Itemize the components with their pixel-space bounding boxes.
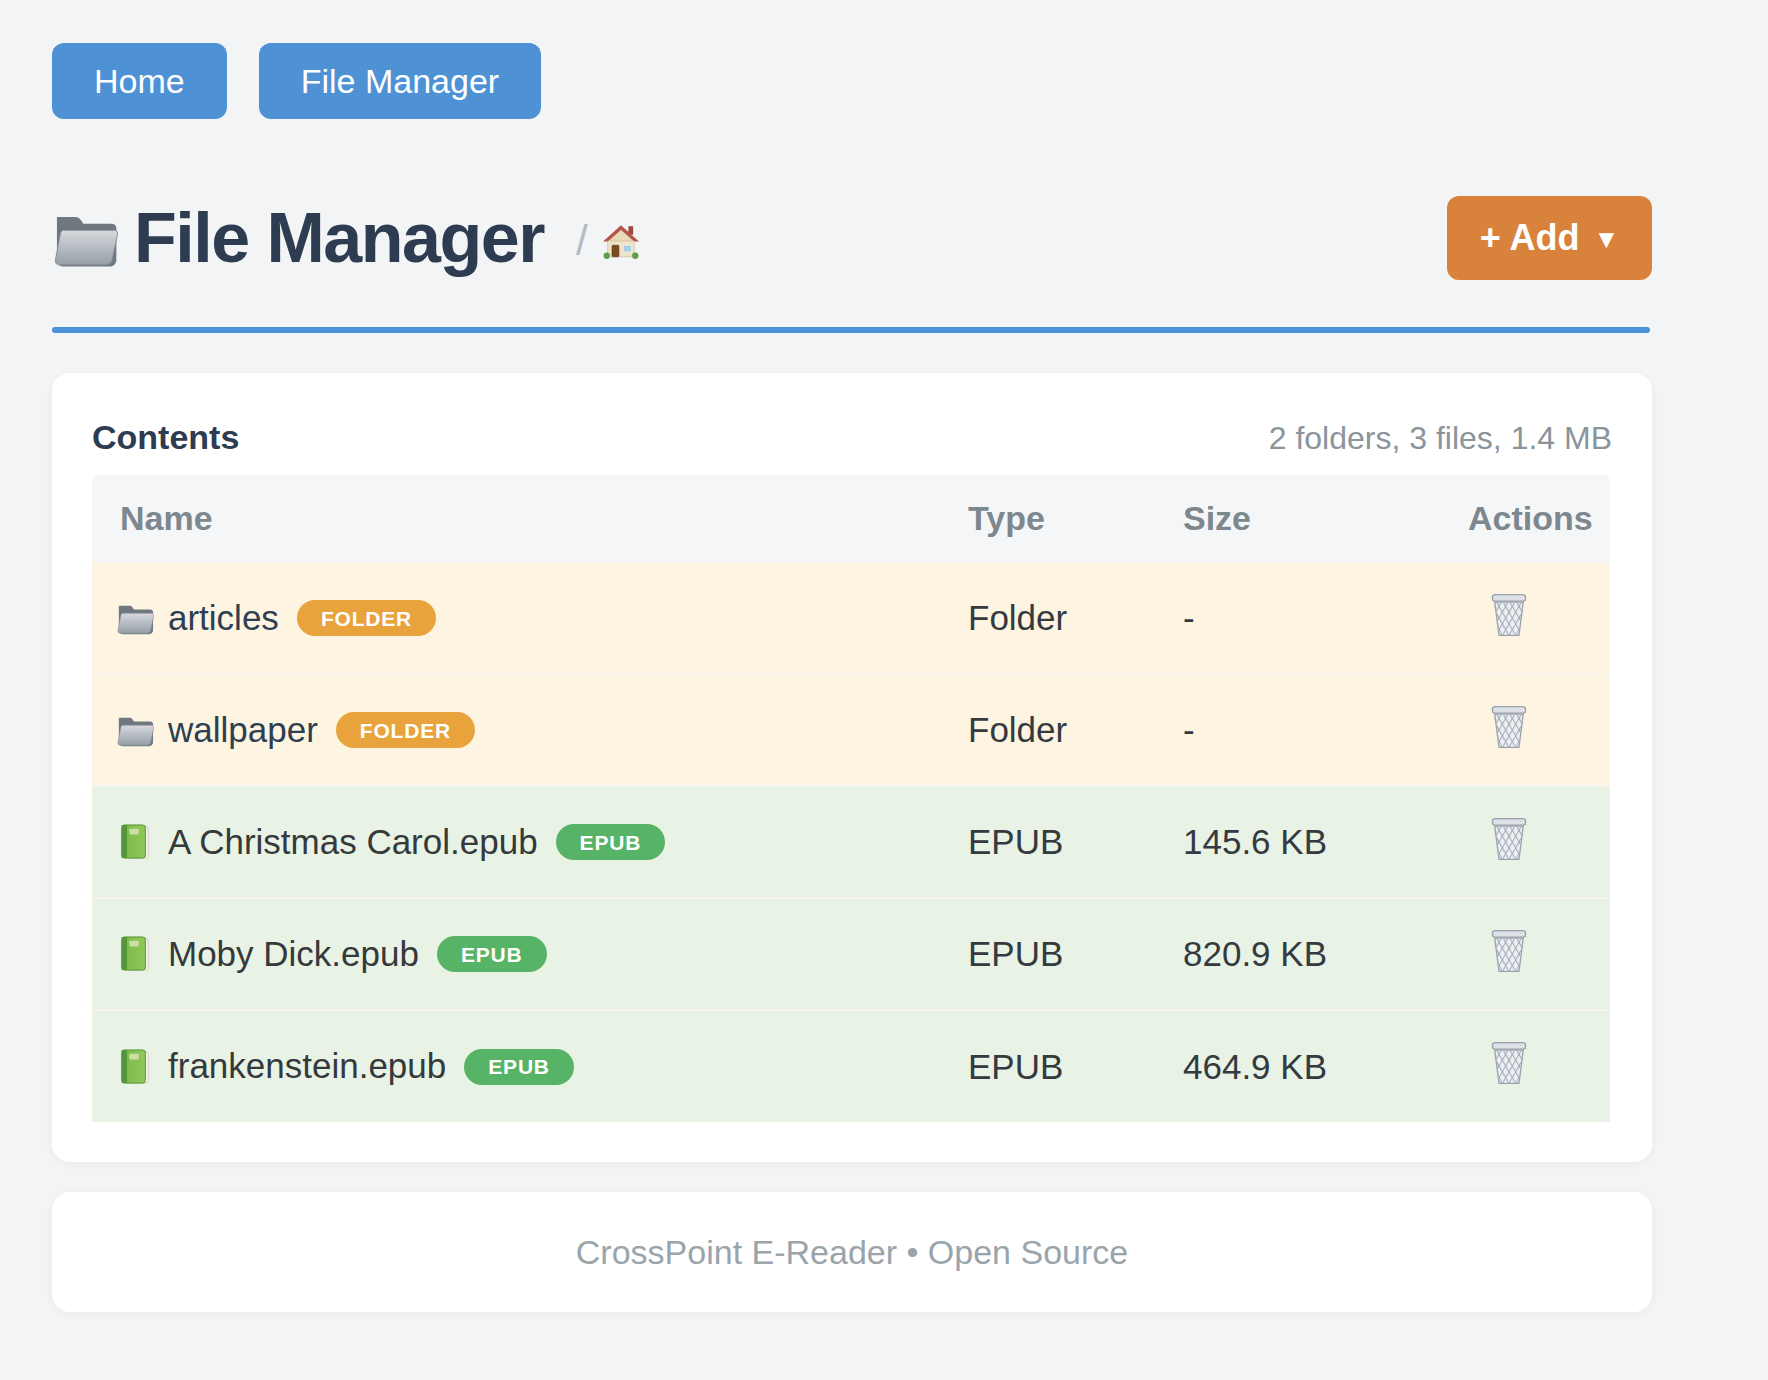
entry-name[interactable]: articles [168, 599, 279, 638]
house-icon[interactable] [602, 223, 640, 259]
entry-size: - [1183, 562, 1468, 674]
entry-type: Folder [968, 674, 1183, 786]
add-button[interactable]: + Add ▼ [1447, 196, 1652, 280]
entry-size: 145.6 KB [1183, 786, 1468, 898]
entry-type-badge: FOLDER [297, 600, 436, 636]
entry-size: - [1183, 674, 1468, 786]
trash-icon [1490, 592, 1528, 637]
card-title: Contents [92, 413, 239, 461]
title-wrap: File Manager / [52, 203, 1447, 273]
entry-type: EPUB [968, 898, 1183, 1010]
entry-name[interactable]: A Christmas Carol.epub [168, 823, 538, 862]
page-header: File Manager / + Add ▼ [52, 193, 1652, 283]
file-table: Name Type Size Actions articles FOLDER F… [92, 475, 1610, 1122]
entry-size: 820.9 KB [1183, 898, 1468, 1010]
column-header-size: Size [1183, 475, 1468, 562]
trash-icon [1490, 928, 1528, 973]
column-header-actions: Actions [1468, 475, 1610, 562]
entry-name[interactable]: Moby Dick.epub [168, 935, 419, 974]
file-manager-page: Home File Manager File Manager / + Add ▼… [52, 0, 1652, 1312]
delete-button[interactable] [1490, 592, 1528, 637]
delete-button[interactable] [1490, 704, 1528, 749]
trash-icon [1490, 704, 1528, 749]
trash-icon [1490, 816, 1528, 861]
entry-type-badge: EPUB [437, 936, 547, 972]
breadcrumb-separator: / [576, 217, 588, 265]
table-row[interactable]: frankenstein.epub EPUB EPUB 464.9 KB [92, 1010, 1610, 1122]
entry-type: EPUB [968, 786, 1183, 898]
table-header-row: Name Type Size Actions [92, 475, 1610, 562]
nav-file-manager-button[interactable]: File Manager [259, 43, 541, 119]
entry-name[interactable]: wallpaper [168, 711, 318, 750]
table-row[interactable]: A Christmas Carol.epub EPUB EPUB 145.6 K… [92, 786, 1610, 898]
table-row[interactable]: articles FOLDER Folder - [92, 562, 1610, 674]
column-header-name: Name [92, 475, 968, 562]
table-row[interactable]: wallpaper FOLDER Folder - [92, 674, 1610, 786]
entry-type: Folder [968, 562, 1183, 674]
table-row[interactable]: Moby Dick.epub EPUB EPUB 820.9 KB [92, 898, 1610, 1010]
column-header-type: Type [968, 475, 1183, 562]
entry-type-badge: EPUB [556, 824, 666, 860]
footer-text: CrossPoint E-Reader • Open Source [576, 1233, 1128, 1272]
green-book-icon [116, 1049, 154, 1085]
green-book-icon [116, 936, 154, 972]
chevron-down-icon: ▼ [1593, 226, 1619, 252]
delete-button[interactable] [1490, 1040, 1528, 1085]
entry-type-badge: EPUB [464, 1049, 574, 1085]
folder-icon [116, 712, 154, 748]
green-book-icon [116, 824, 154, 860]
contents-summary: 2 folders, 3 files, 1.4 MB [1269, 420, 1612, 457]
footer: CrossPoint E-Reader • Open Source [52, 1192, 1652, 1312]
folder-icon [52, 210, 118, 267]
delete-button[interactable] [1490, 816, 1528, 861]
contents-card: Contents 2 folders, 3 files, 1.4 MB Name… [52, 373, 1652, 1162]
entry-type-badge: FOLDER [336, 712, 475, 748]
trash-icon [1490, 1040, 1528, 1085]
top-nav: Home File Manager [52, 43, 1652, 119]
folder-icon [116, 600, 154, 636]
nav-home-button[interactable]: Home [52, 43, 227, 119]
add-button-label: + Add [1480, 220, 1580, 256]
delete-button[interactable] [1490, 928, 1528, 973]
entry-type: EPUB [968, 1010, 1183, 1122]
card-header: Contents 2 folders, 3 files, 1.4 MB [92, 413, 1612, 461]
entry-size: 464.9 KB [1183, 1010, 1468, 1122]
entry-name[interactable]: frankenstein.epub [168, 1047, 446, 1086]
title-divider [52, 327, 1650, 333]
page-title: File Manager [134, 203, 544, 273]
